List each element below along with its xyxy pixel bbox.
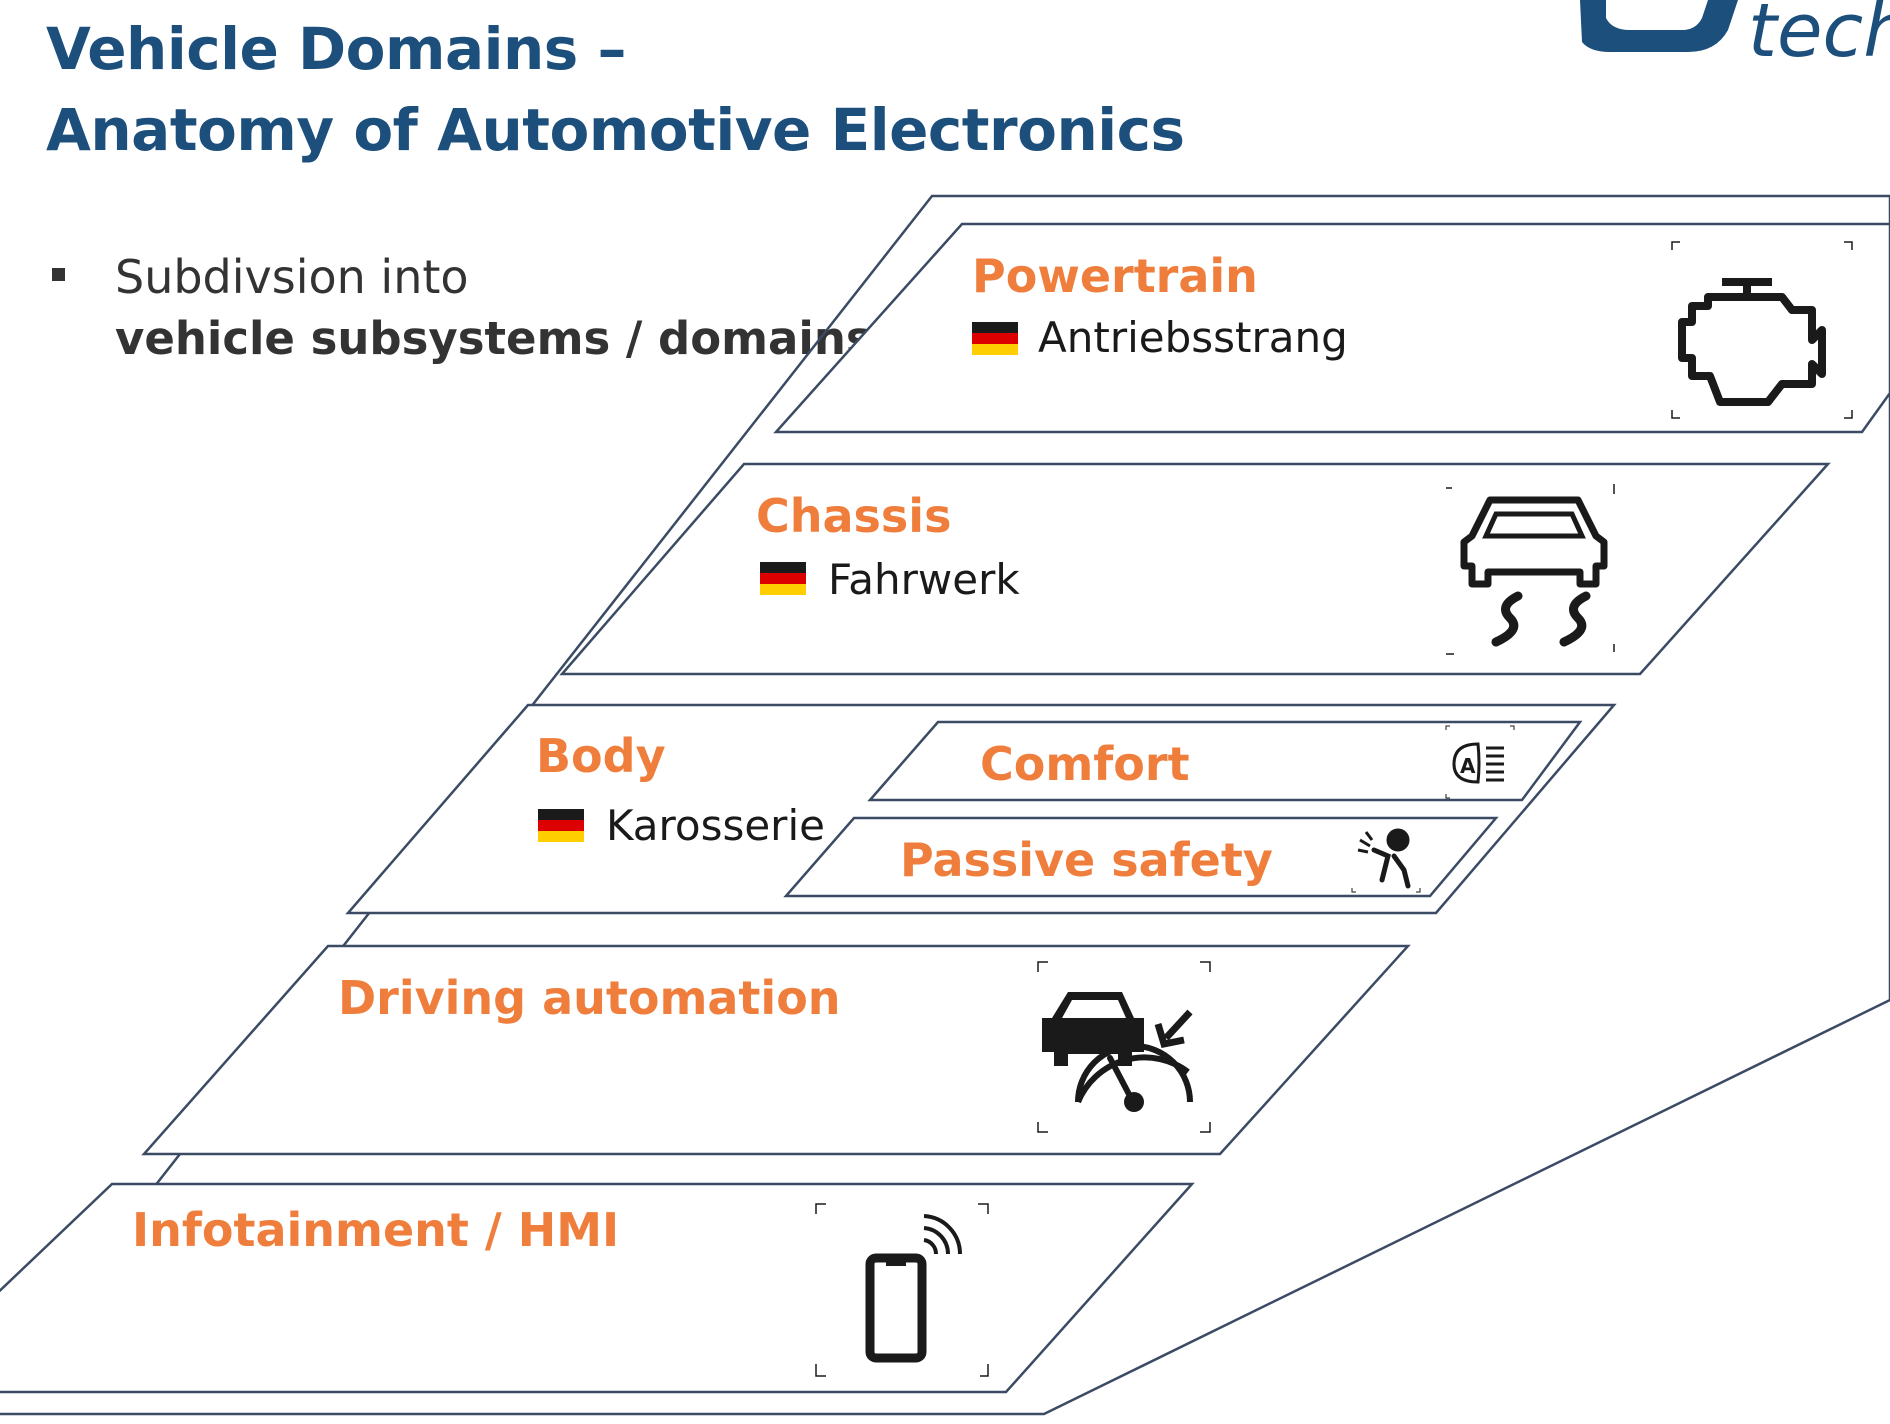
domain-label-chassis: Chassis bbox=[756, 489, 951, 543]
layer-outline-powertrain bbox=[773, 222, 1890, 434]
subdomain-label-comfort: Comfort bbox=[980, 737, 1190, 791]
domain-label-body: Body bbox=[536, 729, 666, 783]
domain-layer-driving-automation: Driving automation bbox=[141, 944, 1411, 1156]
domain-layer-body: Body Karosserie Comfort A Passive safety bbox=[345, 703, 1617, 915]
airbag-icon bbox=[1351, 828, 1421, 893]
auto-headlight-icon: A bbox=[1445, 725, 1515, 799]
domain-german-chassis: Fahrwerk bbox=[828, 555, 1020, 604]
svg-text:A: A bbox=[1460, 754, 1476, 778]
engine-icon bbox=[1671, 241, 1853, 419]
domain-layer-chassis: Chassis Fahrwerk bbox=[559, 462, 1831, 676]
layer-outline-chassis bbox=[559, 462, 1831, 676]
domain-label-infotainment: Infotainment / HMI bbox=[132, 1203, 619, 1257]
bullet-line-2: vehicle subsystems / domains bbox=[115, 312, 873, 365]
domain-layer-powertrain: Powertrain Antriebsstrang bbox=[773, 222, 1890, 434]
bullet-line-1: Subdivsion into bbox=[115, 250, 469, 304]
subdomain-passive-safety: Passive safety bbox=[783, 816, 1499, 898]
german-flag-icon bbox=[972, 322, 1018, 355]
bullet-point: Subdivsion into vehicle subsystems / dom… bbox=[115, 246, 873, 370]
logo-text: tech bbox=[1748, 0, 1890, 74]
layer-outline-infotainment bbox=[0, 1182, 1195, 1394]
domain-label-driving-automation: Driving automation bbox=[338, 971, 841, 1025]
page-title-line-1: Vehicle Domains – bbox=[46, 15, 626, 83]
skid-car-icon bbox=[1446, 484, 1615, 655]
german-flag-icon bbox=[538, 809, 584, 842]
subdomain-label-passive-safety: Passive safety bbox=[900, 833, 1273, 887]
domain-layer-infotainment: Infotainment / HMI bbox=[0, 1182, 1195, 1394]
domain-german-powertrain: Antriebsstrang bbox=[1038, 313, 1348, 362]
domain-stack-frame bbox=[0, 194, 1890, 1416]
domain-label-powertrain: Powertrain bbox=[972, 249, 1258, 303]
domain-german-body: Karosserie bbox=[606, 801, 825, 850]
german-flag-icon bbox=[760, 562, 806, 595]
logo-mark-icon bbox=[1580, 0, 1738, 52]
car-speedometer-icon bbox=[1037, 961, 1211, 1133]
smartphone-wireless-icon bbox=[815, 1203, 989, 1377]
page-title-line-2: Anatomy of Automotive Electronics bbox=[46, 96, 1185, 164]
subdomain-comfort: Comfort A bbox=[867, 720, 1583, 802]
bullet-marker-icon bbox=[52, 268, 65, 281]
sublayer-outline-passive-safety bbox=[783, 816, 1499, 898]
sublayer-outline-comfort bbox=[867, 720, 1583, 802]
